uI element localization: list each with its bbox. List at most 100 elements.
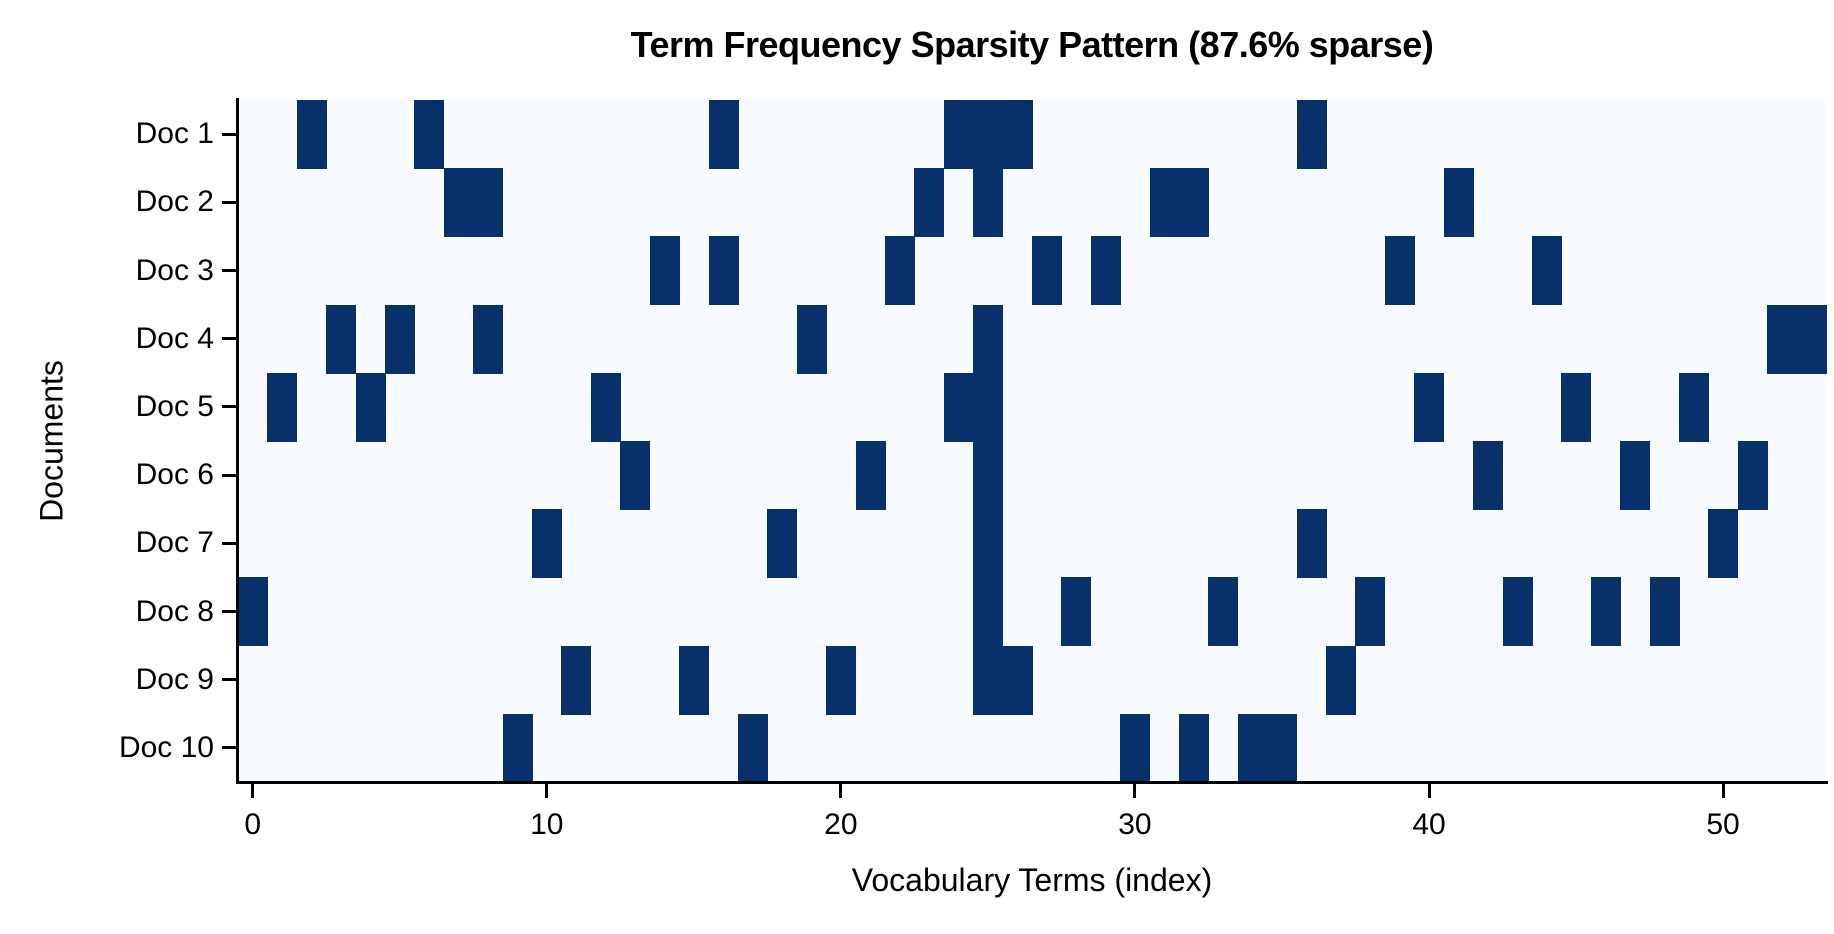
heatmap-cell — [1678, 372, 1709, 442]
x-tick-label: 40 — [1412, 808, 1446, 841]
y-tick-label: Doc 1 — [135, 117, 214, 151]
heatmap-plot-area — [238, 100, 1827, 783]
y-tick-label: Doc 6 — [135, 458, 214, 492]
heatmap-cell — [1002, 645, 1033, 715]
heatmap-cell — [855, 441, 886, 510]
x-tick-mark — [1133, 784, 1137, 798]
y-tick-label: Doc 7 — [135, 526, 214, 560]
heatmap-cell — [1561, 372, 1592, 442]
heatmap-cell — [1384, 236, 1415, 306]
heatmap-cell — [796, 304, 827, 374]
y-tick-mark — [222, 541, 236, 545]
heatmap-cell — [1708, 509, 1739, 579]
heatmap-cell — [561, 645, 592, 715]
heatmap-cell — [973, 168, 1004, 238]
heatmap-cell — [737, 713, 768, 783]
y-tick-label: Doc 8 — [135, 594, 214, 628]
heatmap-cell — [414, 100, 445, 169]
heatmap-cell — [1796, 304, 1827, 374]
heatmap-cell — [1061, 577, 1092, 647]
heatmap-cell — [532, 509, 563, 579]
x-tick-mark — [1427, 784, 1431, 798]
heatmap-cell — [914, 168, 945, 238]
x-tick-label: 50 — [1706, 808, 1740, 841]
heatmap-cell — [973, 645, 1004, 715]
chart-title: Term Frequency Sparsity Pattern (87.6% s… — [630, 24, 1434, 65]
x-tick-mark — [1721, 784, 1725, 798]
heatmap-cell — [679, 645, 710, 715]
y-tick-label: Doc 10 — [118, 730, 214, 764]
heatmap-cell — [973, 509, 1004, 579]
heatmap-cell — [1531, 236, 1562, 306]
y-tick-label: Doc 3 — [135, 253, 214, 287]
heatmap-cell — [1443, 168, 1474, 238]
heatmap-cell — [1649, 577, 1680, 647]
heatmap-cell — [1355, 577, 1386, 647]
heatmap-cell — [1032, 236, 1062, 306]
x-axis-label: Vocabulary Terms (index) — [851, 862, 1213, 898]
heatmap-cell — [590, 372, 621, 442]
x-tick-label: 10 — [530, 808, 564, 841]
heatmap-cell — [443, 168, 474, 238]
y-axis-label: Documents — [33, 360, 70, 522]
heatmap-cell — [238, 577, 268, 647]
heatmap-cell — [1737, 441, 1768, 510]
heatmap-cell — [1502, 577, 1533, 647]
heatmap-cell — [620, 441, 651, 510]
heatmap-cell — [1090, 236, 1121, 306]
y-tick-mark — [222, 610, 236, 613]
heatmap-cell — [1179, 713, 1210, 783]
heatmap-cell — [943, 372, 974, 442]
x-tick-mark — [545, 784, 549, 798]
heatmap-cell — [826, 645, 857, 715]
y-tick-mark — [222, 337, 236, 341]
x-tick-mark — [251, 784, 255, 798]
heatmap-cell — [1620, 441, 1651, 510]
y-tick-mark — [222, 473, 236, 477]
heatmap-cell — [326, 304, 357, 374]
x-tick-label: 20 — [824, 808, 858, 841]
heatmap-cell — [473, 168, 504, 238]
x-tick-label: 30 — [1118, 808, 1152, 841]
heatmap-cell — [767, 509, 798, 579]
heatmap-cell — [973, 372, 1004, 442]
y-tick-mark — [222, 269, 236, 272]
heatmap-cell — [1267, 713, 1298, 783]
heatmap-cell — [708, 100, 739, 169]
y-tick-mark — [222, 405, 236, 409]
x-axis-spine — [236, 781, 1828, 784]
x-tick-mark — [839, 784, 843, 798]
y-tick-label: Doc 5 — [135, 389, 214, 423]
heatmap-cell — [1473, 441, 1504, 510]
y-tick-mark — [222, 132, 236, 136]
heatmap-cell — [649, 236, 680, 306]
heatmap-cell — [973, 441, 1004, 510]
heatmap-cell — [473, 304, 504, 374]
heatmap-cell — [1120, 713, 1151, 783]
heatmap-cell — [355, 372, 386, 442]
heatmap-cell — [943, 100, 974, 169]
heatmap-cell — [1179, 168, 1210, 238]
heatmap-cell — [1296, 509, 1327, 579]
heatmap-cell — [973, 577, 1004, 647]
heatmap-cell — [1296, 100, 1327, 169]
y-tick-mark — [222, 678, 236, 682]
x-tick-label: 0 — [244, 808, 262, 841]
heatmap-cell — [1237, 713, 1268, 783]
heatmap-cell — [973, 304, 1004, 374]
y-axis-spine — [236, 98, 239, 784]
heatmap-cell — [708, 236, 739, 306]
heatmap-cell — [385, 304, 416, 374]
heatmap-cell — [973, 100, 1004, 169]
heatmap-cell — [267, 372, 298, 442]
y-tick-label: Doc 2 — [135, 185, 214, 219]
heatmap-cell — [1767, 304, 1798, 374]
heatmap-cell — [296, 100, 327, 169]
y-tick-label: Doc 4 — [135, 321, 214, 355]
heatmap-cell — [1326, 645, 1357, 715]
heatmap-cell — [1149, 168, 1180, 238]
heatmap-cell — [502, 713, 533, 783]
heatmap-cell — [1208, 577, 1239, 647]
heatmap-cell — [1414, 372, 1445, 442]
y-tick-mark — [222, 746, 236, 750]
